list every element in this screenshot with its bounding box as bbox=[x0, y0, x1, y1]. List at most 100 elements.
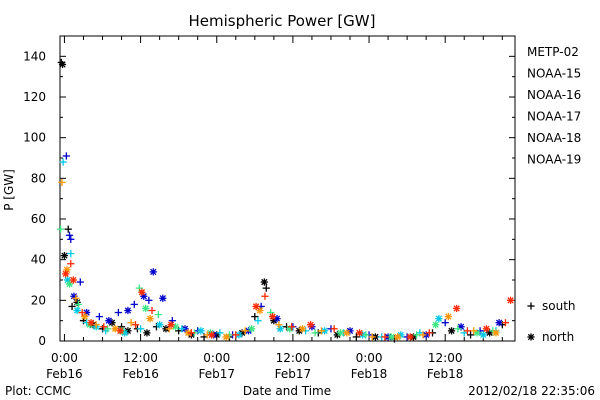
data-point bbox=[262, 284, 270, 292]
data-point bbox=[470, 327, 478, 335]
data-point bbox=[419, 331, 427, 339]
x-tick-label-time: 12:00 bbox=[123, 351, 158, 365]
data-point bbox=[68, 302, 76, 311]
data-point bbox=[466, 331, 475, 339]
data-point bbox=[447, 327, 456, 335]
data-point bbox=[58, 60, 67, 69]
data-point bbox=[387, 333, 395, 341]
x-tick-label-time: 0:00 bbox=[51, 351, 78, 365]
data-point bbox=[362, 331, 370, 339]
data-point bbox=[154, 310, 162, 319]
data-point bbox=[506, 296, 515, 304]
data-point bbox=[131, 321, 140, 329]
data-point bbox=[368, 333, 376, 341]
data-point bbox=[311, 329, 319, 337]
data-point bbox=[252, 302, 260, 311]
data-point bbox=[130, 300, 138, 308]
x-tick-label-time: 12:00 bbox=[428, 351, 463, 365]
plot-area-frame bbox=[59, 35, 516, 342]
legend-entry: NOAA-18 bbox=[527, 131, 581, 145]
data-point bbox=[146, 315, 154, 323]
y-tick-label: 0 bbox=[38, 334, 46, 348]
data-point bbox=[62, 152, 70, 160]
data-point bbox=[167, 321, 175, 329]
data-point bbox=[159, 294, 167, 302]
y-tick-label: 100 bbox=[23, 131, 46, 145]
data-point bbox=[105, 317, 113, 325]
data-point bbox=[330, 325, 338, 333]
data-point bbox=[148, 306, 156, 315]
legend-entry: NOAA-15 bbox=[527, 67, 581, 81]
x-tick-label-date: Feb18 bbox=[351, 367, 388, 381]
data-point bbox=[76, 278, 84, 286]
data-point bbox=[197, 327, 205, 335]
data-point bbox=[67, 260, 75, 268]
y-axis: 0 20 40 60 80 100 120 140 bbox=[23, 49, 515, 348]
data-point bbox=[268, 313, 277, 321]
data-point bbox=[251, 313, 259, 321]
data-point bbox=[260, 278, 268, 286]
x-tick-label-date: Feb16 bbox=[122, 367, 159, 381]
data-point bbox=[241, 327, 249, 335]
data-point bbox=[208, 331, 216, 339]
data-point bbox=[435, 315, 443, 323]
data-point bbox=[142, 304, 150, 313]
data-point bbox=[81, 313, 89, 321]
data-point bbox=[453, 304, 461, 313]
x-tick-label-time: 0:00 bbox=[203, 351, 230, 365]
data-point bbox=[336, 329, 345, 337]
data-point bbox=[103, 325, 112, 333]
data-point bbox=[232, 331, 240, 339]
chart-title: Hemispheric Power [GW] bbox=[189, 12, 376, 30]
data-point bbox=[187, 329, 195, 337]
plot-source-label: Plot: CCMC bbox=[5, 384, 71, 398]
x-tick-label-date: Feb18 bbox=[427, 367, 464, 381]
data-point bbox=[58, 178, 66, 186]
data-point bbox=[406, 333, 414, 341]
data-point bbox=[67, 249, 75, 258]
data-point bbox=[59, 158, 67, 166]
y-tick-label: 20 bbox=[31, 293, 46, 307]
data-point bbox=[254, 317, 262, 325]
legend-entry: NOAA-17 bbox=[527, 110, 581, 124]
legend-entry: NOAA-19 bbox=[527, 153, 581, 167]
data-point bbox=[288, 323, 296, 331]
data-point bbox=[394, 333, 402, 341]
x-tick-label-time: 12:00 bbox=[276, 351, 311, 365]
x-tick-label-time: 0:00 bbox=[356, 351, 383, 365]
data-point bbox=[355, 329, 364, 337]
data-point bbox=[307, 321, 315, 329]
data-point bbox=[482, 325, 491, 333]
data-point bbox=[381, 333, 389, 341]
data-point bbox=[143, 329, 151, 337]
data-point bbox=[78, 308, 86, 317]
data-point bbox=[463, 327, 472, 335]
data-point bbox=[248, 325, 256, 333]
legend-entry: NOAA-16 bbox=[527, 88, 581, 102]
data-point bbox=[317, 327, 326, 335]
data-point bbox=[136, 325, 145, 333]
marker-legend-symbol bbox=[527, 302, 535, 310]
legend-entry: METP-02 bbox=[527, 45, 579, 59]
data-point bbox=[57, 225, 65, 233]
data-point bbox=[441, 319, 449, 327]
marker-legend-label: south bbox=[542, 299, 576, 313]
data-point bbox=[501, 319, 510, 327]
y-axis-label: P [GW] bbox=[2, 169, 16, 211]
data-point bbox=[145, 296, 153, 304]
y-tick-label: 80 bbox=[31, 171, 46, 185]
data-point bbox=[149, 268, 157, 276]
data-point bbox=[100, 323, 108, 331]
data-point bbox=[495, 319, 503, 327]
y-tick-label: 40 bbox=[31, 253, 46, 267]
data-point bbox=[216, 329, 224, 337]
data-point bbox=[72, 294, 80, 302]
data-point bbox=[413, 331, 421, 339]
data-point bbox=[95, 313, 103, 321]
y-tick-label: 140 bbox=[23, 49, 46, 63]
data-point bbox=[352, 333, 360, 341]
data-point bbox=[275, 321, 283, 329]
data-point bbox=[62, 270, 70, 278]
data-point bbox=[69, 276, 77, 284]
data-point bbox=[60, 252, 69, 260]
